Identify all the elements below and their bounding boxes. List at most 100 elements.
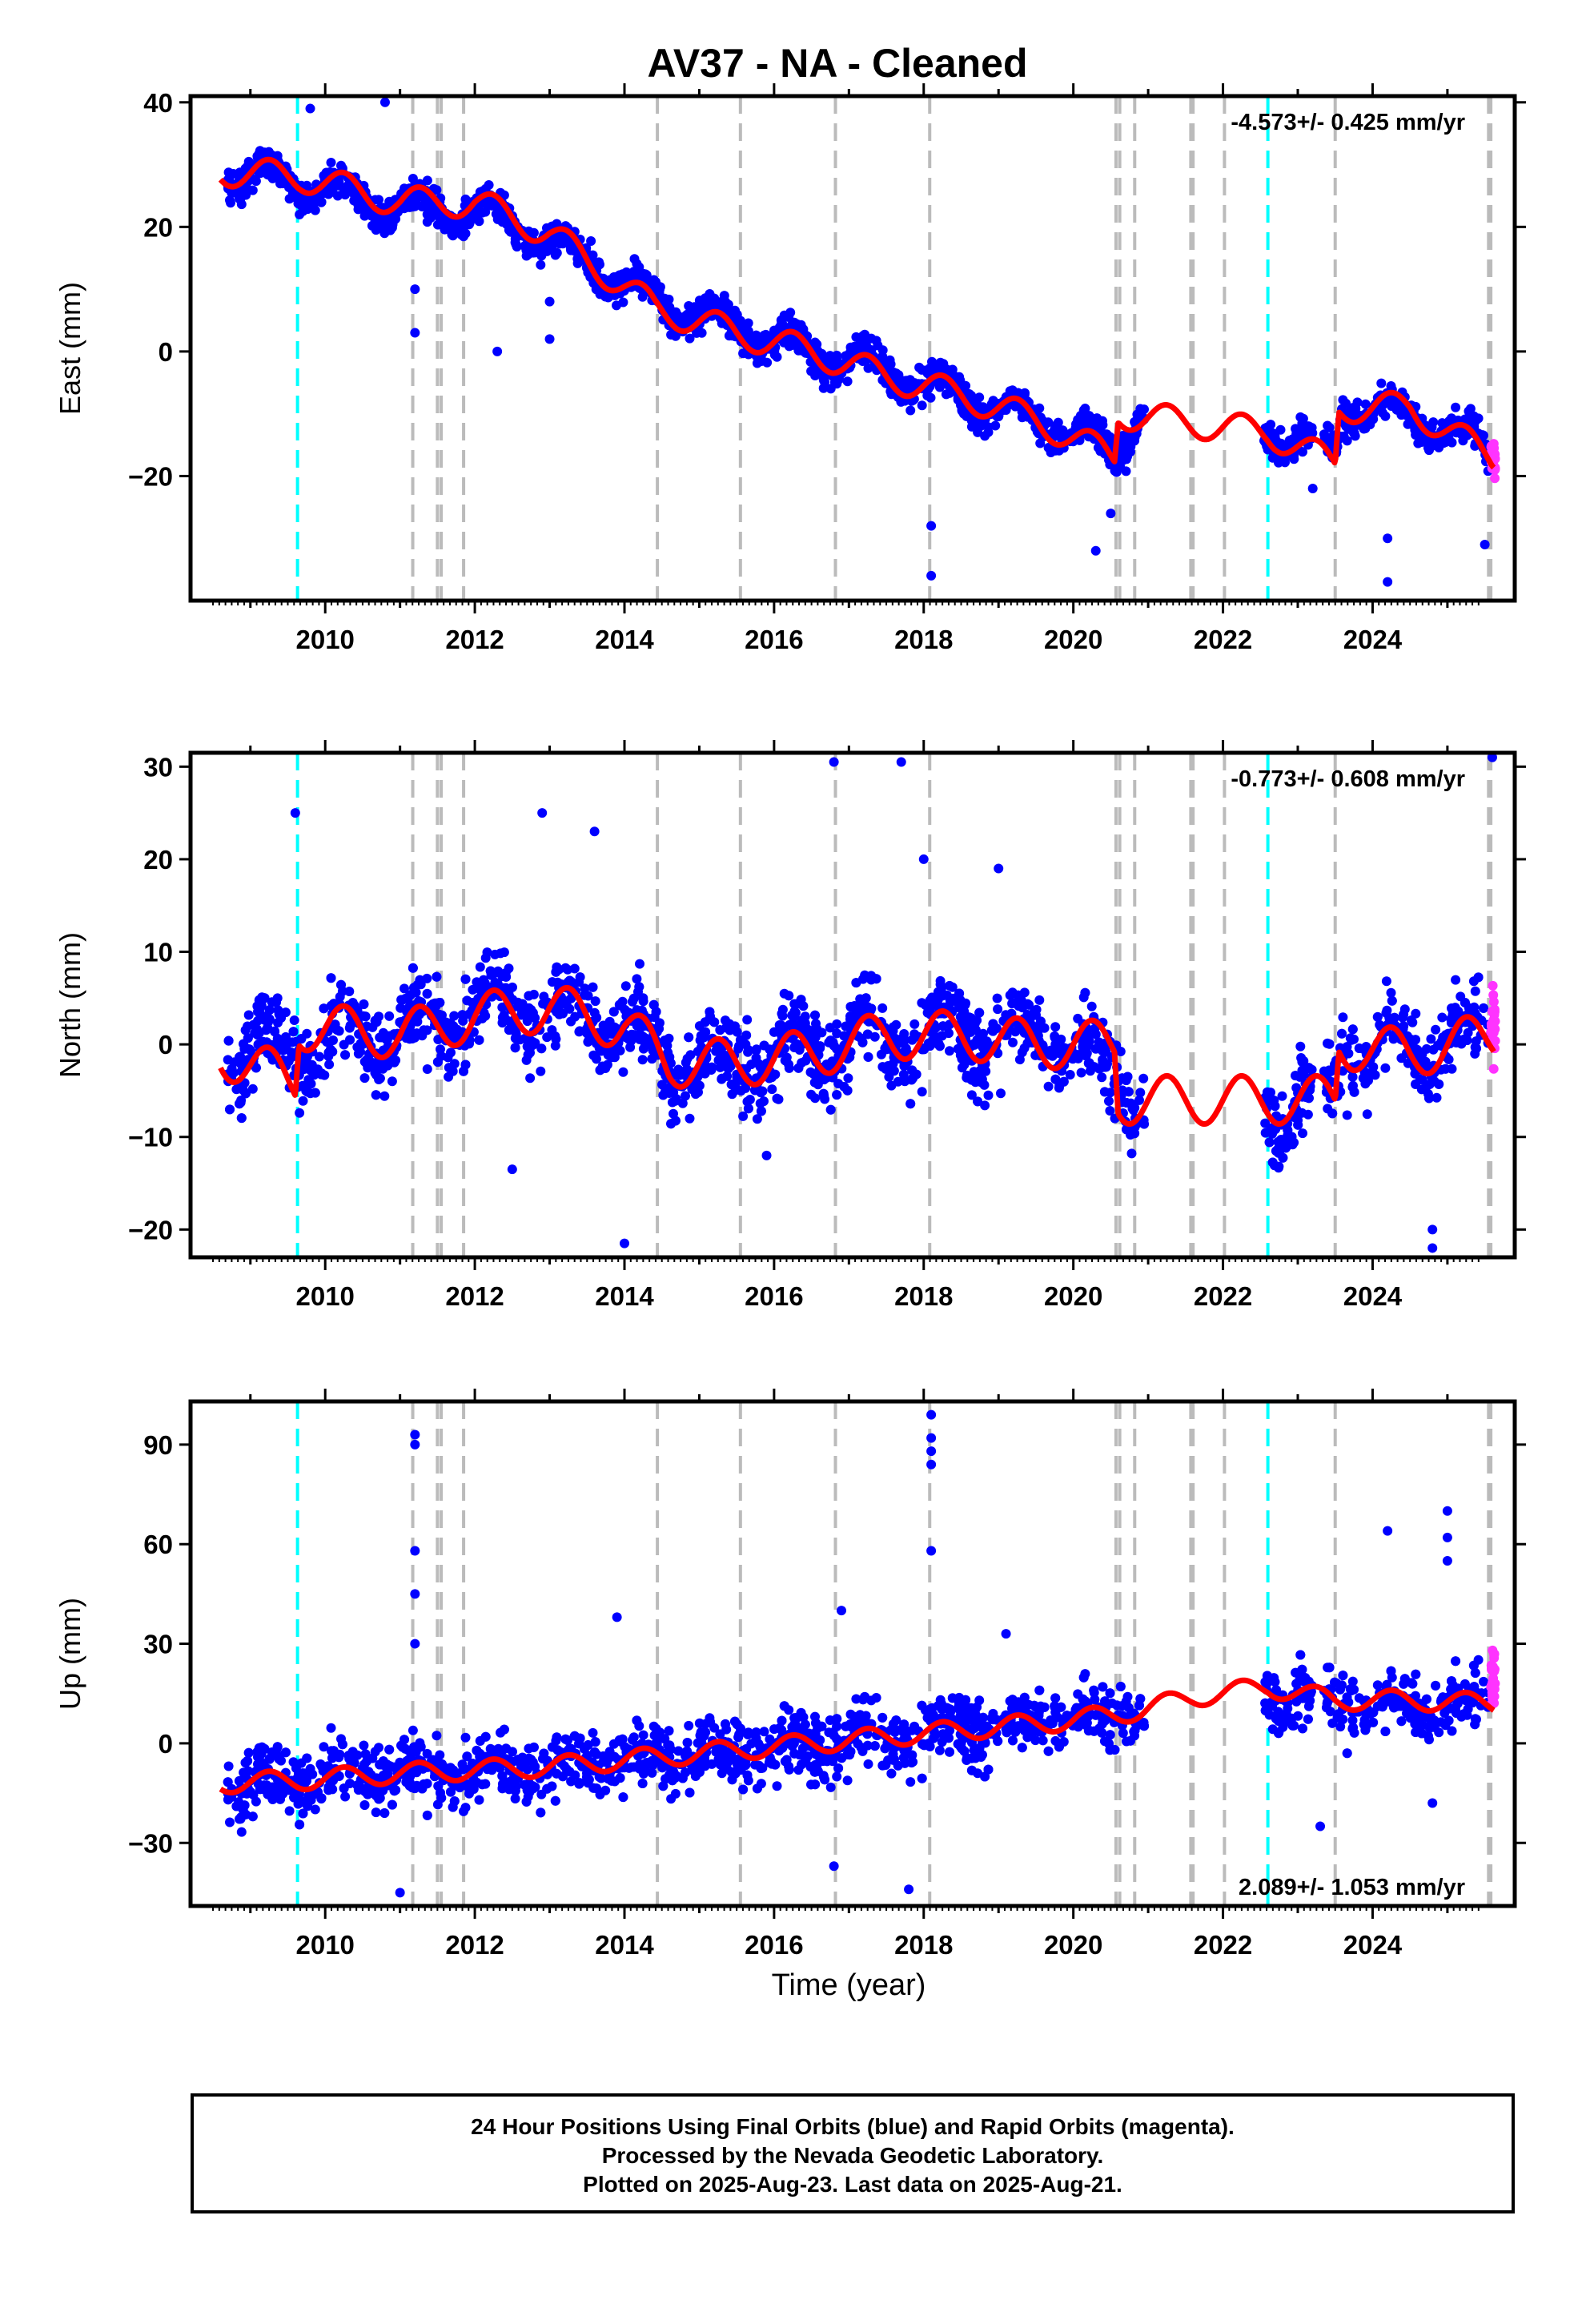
final-orbit-point	[871, 336, 881, 346]
final-orbit-point	[1097, 1072, 1107, 1083]
final-orbit-point	[225, 1104, 235, 1115]
final-orbit-point	[289, 1015, 299, 1025]
final-orbit-point	[609, 1022, 620, 1032]
final-orbit-point	[1130, 1128, 1140, 1139]
final-orbit-point	[570, 246, 580, 256]
x-tick-label: 2018	[894, 625, 953, 654]
final-orbit-point	[1396, 410, 1407, 420]
final-orbit-point	[319, 1003, 329, 1014]
final-orbit-point	[310, 1088, 320, 1098]
final-orbit-point	[432, 1057, 443, 1068]
y-tick-label: 40	[143, 88, 173, 118]
final-orbit-point	[863, 1051, 873, 1062]
final-orbit-point	[1338, 1012, 1348, 1023]
x-tick-label: 2012	[445, 625, 504, 654]
final-orbit-point	[1349, 428, 1359, 438]
final-orbit-point	[448, 1066, 458, 1076]
outlier-point	[1090, 545, 1101, 556]
final-orbit-point	[523, 1050, 533, 1059]
x-tick-label: 2016	[745, 625, 803, 654]
final-orbit-point	[733, 317, 744, 328]
final-orbit-point	[1050, 1074, 1061, 1084]
final-orbit-point	[651, 1007, 661, 1017]
final-orbit-point	[496, 948, 506, 959]
model-fit-line	[218, 156, 1496, 470]
x-tick-label: 2022	[1194, 625, 1252, 654]
final-orbit-point	[542, 1032, 552, 1043]
final-orbit-point	[1460, 998, 1470, 1007]
final-orbit-point	[1277, 1091, 1287, 1101]
final-orbit-point	[522, 1016, 532, 1026]
final-orbit-point	[800, 1011, 810, 1022]
final-orbit-point	[809, 364, 820, 374]
final-orbit-point	[446, 223, 456, 233]
final-orbit-point	[1386, 381, 1396, 391]
final-orbit-point	[1411, 1008, 1421, 1019]
final-orbit-point	[298, 1080, 307, 1091]
final-orbit-point	[1298, 1128, 1307, 1139]
final-orbit-point	[881, 1063, 891, 1074]
plot-area	[218, 753, 1500, 1257]
final-orbit-point	[682, 313, 692, 324]
final-orbit-point	[927, 992, 938, 1003]
final-orbit-point	[295, 1108, 305, 1118]
final-orbit-point	[1080, 987, 1090, 998]
final-orbit-point	[751, 333, 761, 344]
final-orbit-point	[592, 1012, 602, 1023]
final-orbit-point	[446, 1047, 456, 1058]
final-orbit-point	[757, 339, 768, 349]
final-orbit-point	[806, 1089, 817, 1100]
final-orbit-point	[784, 991, 794, 1001]
final-orbit-point	[983, 427, 994, 437]
final-orbit-point	[862, 1002, 873, 1012]
final-orbit-point	[842, 1085, 853, 1096]
final-orbit-point	[1081, 1051, 1091, 1061]
final-orbit-point	[700, 1017, 710, 1027]
final-orbit-point	[510, 234, 520, 244]
final-orbit-point	[223, 1035, 234, 1046]
final-orbit-point	[976, 1077, 986, 1088]
final-orbit-point	[1086, 1001, 1097, 1011]
outlier-point	[1480, 540, 1490, 549]
outlier-point	[1383, 577, 1393, 587]
final-orbit-point	[638, 996, 648, 1007]
final-orbit-point	[328, 1035, 338, 1045]
final-orbit-point	[1043, 1081, 1054, 1092]
final-orbit-point	[345, 1035, 355, 1045]
final-orbit-point	[1122, 443, 1132, 453]
final-orbit-point	[235, 1097, 246, 1108]
final-orbit-point	[825, 1104, 836, 1115]
final-orbit-point	[460, 228, 471, 239]
final-orbit-point	[564, 1003, 575, 1014]
final-orbit-point	[1447, 1009, 1458, 1019]
final-orbit-point	[717, 1073, 727, 1084]
final-orbit-point	[974, 1007, 985, 1018]
final-orbit-point	[583, 1037, 593, 1047]
final-orbit-point	[942, 990, 952, 1000]
final-orbit-point	[743, 1104, 753, 1114]
final-orbit-point	[316, 1068, 327, 1079]
final-orbit-point	[964, 389, 974, 399]
final-orbit-point	[721, 1023, 732, 1033]
outlier-point	[492, 346, 503, 356]
final-orbit-point	[359, 1073, 370, 1084]
final-orbit-point	[223, 167, 234, 178]
y-axis-label: East (mm)	[54, 282, 86, 415]
outlier-point	[410, 328, 420, 338]
final-orbit-point	[1443, 433, 1454, 444]
final-orbit-point	[756, 1088, 766, 1098]
final-orbit-point	[324, 1059, 335, 1070]
final-orbit-point	[1342, 436, 1352, 446]
final-orbit-point	[962, 411, 972, 421]
final-orbit-point	[512, 997, 523, 1007]
final-orbit-point	[387, 1076, 397, 1087]
final-orbit-point	[1324, 1065, 1335, 1076]
final-orbit-point	[474, 1035, 484, 1045]
final-orbit-point	[1024, 999, 1034, 1010]
final-orbit-point	[1104, 1096, 1114, 1106]
final-orbit-point	[1424, 1093, 1434, 1104]
outlier-point	[544, 296, 555, 307]
final-orbit-point	[510, 1043, 520, 1053]
outlier-point	[926, 521, 937, 531]
